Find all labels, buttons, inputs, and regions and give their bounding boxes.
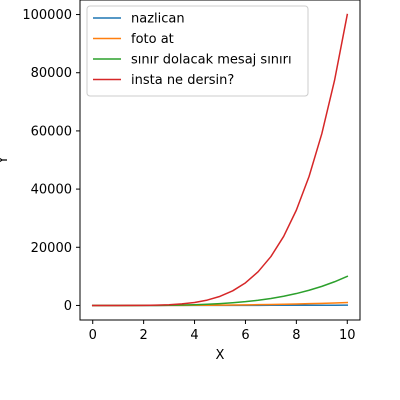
x-axis-label: X (216, 348, 225, 363)
legend-label-2: foto at (131, 32, 174, 47)
x-tick-label: 10 (339, 328, 356, 343)
legend-label-1: nazlican (131, 12, 185, 27)
x-tick-label: 8 (292, 328, 300, 343)
y-tick-label: 20000 (31, 241, 72, 256)
plot-area (79, 0, 361, 321)
legend-label-4: insta ne dersin? (131, 73, 234, 88)
legend-box (86, 5, 309, 97)
plot-frame (79, 0, 361, 321)
y-tick-label: 60000 (31, 124, 72, 139)
y-axis-label: Y (0, 156, 11, 165)
y-tick-label: 40000 (31, 183, 72, 198)
x-tick-label: 2 (139, 328, 147, 343)
series-lines (91, 13, 349, 307)
x-axis-ticks: 0 2 4 6 8 10 (89, 320, 356, 343)
y-tick-label: 80000 (31, 66, 72, 81)
legend-label-3: sınır dolacak mesaj sınırı (131, 53, 292, 68)
series-line-4 (91, 13, 349, 307)
x-tick-label: 6 (241, 328, 249, 343)
x-tick-label: 4 (190, 328, 198, 343)
legend: nazlican foto at sınır dolacak mesaj sınır… (86, 5, 309, 97)
y-tick-label: 100000 (22, 8, 72, 23)
x-tick-label: 0 (89, 328, 97, 343)
y-axis-ticks: 0 20000 40000 60000 80000 100000 (22, 8, 80, 314)
y-tick-label: 0 (64, 299, 72, 314)
